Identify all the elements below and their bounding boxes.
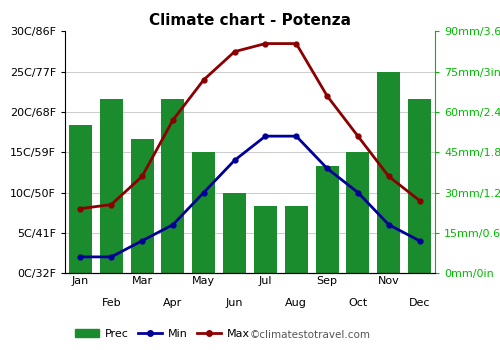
Text: Dec: Dec xyxy=(409,298,430,308)
Bar xyxy=(284,206,308,273)
Bar xyxy=(346,152,370,273)
Text: Aug: Aug xyxy=(286,298,307,308)
Bar xyxy=(316,166,338,273)
Bar xyxy=(408,99,431,273)
Bar xyxy=(162,99,184,273)
Bar xyxy=(69,125,92,273)
Bar xyxy=(223,193,246,273)
Bar xyxy=(192,152,216,273)
Bar xyxy=(377,72,400,273)
Bar xyxy=(254,206,277,273)
Text: Oct: Oct xyxy=(348,298,368,308)
Bar xyxy=(130,139,154,273)
Text: Feb: Feb xyxy=(102,298,121,308)
Text: ©climatestotravel.com: ©climatestotravel.com xyxy=(250,329,371,340)
Bar xyxy=(100,99,123,273)
Text: Apr: Apr xyxy=(164,298,182,308)
Text: Jun: Jun xyxy=(226,298,244,308)
Title: Climate chart - Potenza: Climate chart - Potenza xyxy=(149,13,351,28)
Legend: Prec, Min, Max: Prec, Min, Max xyxy=(70,324,254,343)
